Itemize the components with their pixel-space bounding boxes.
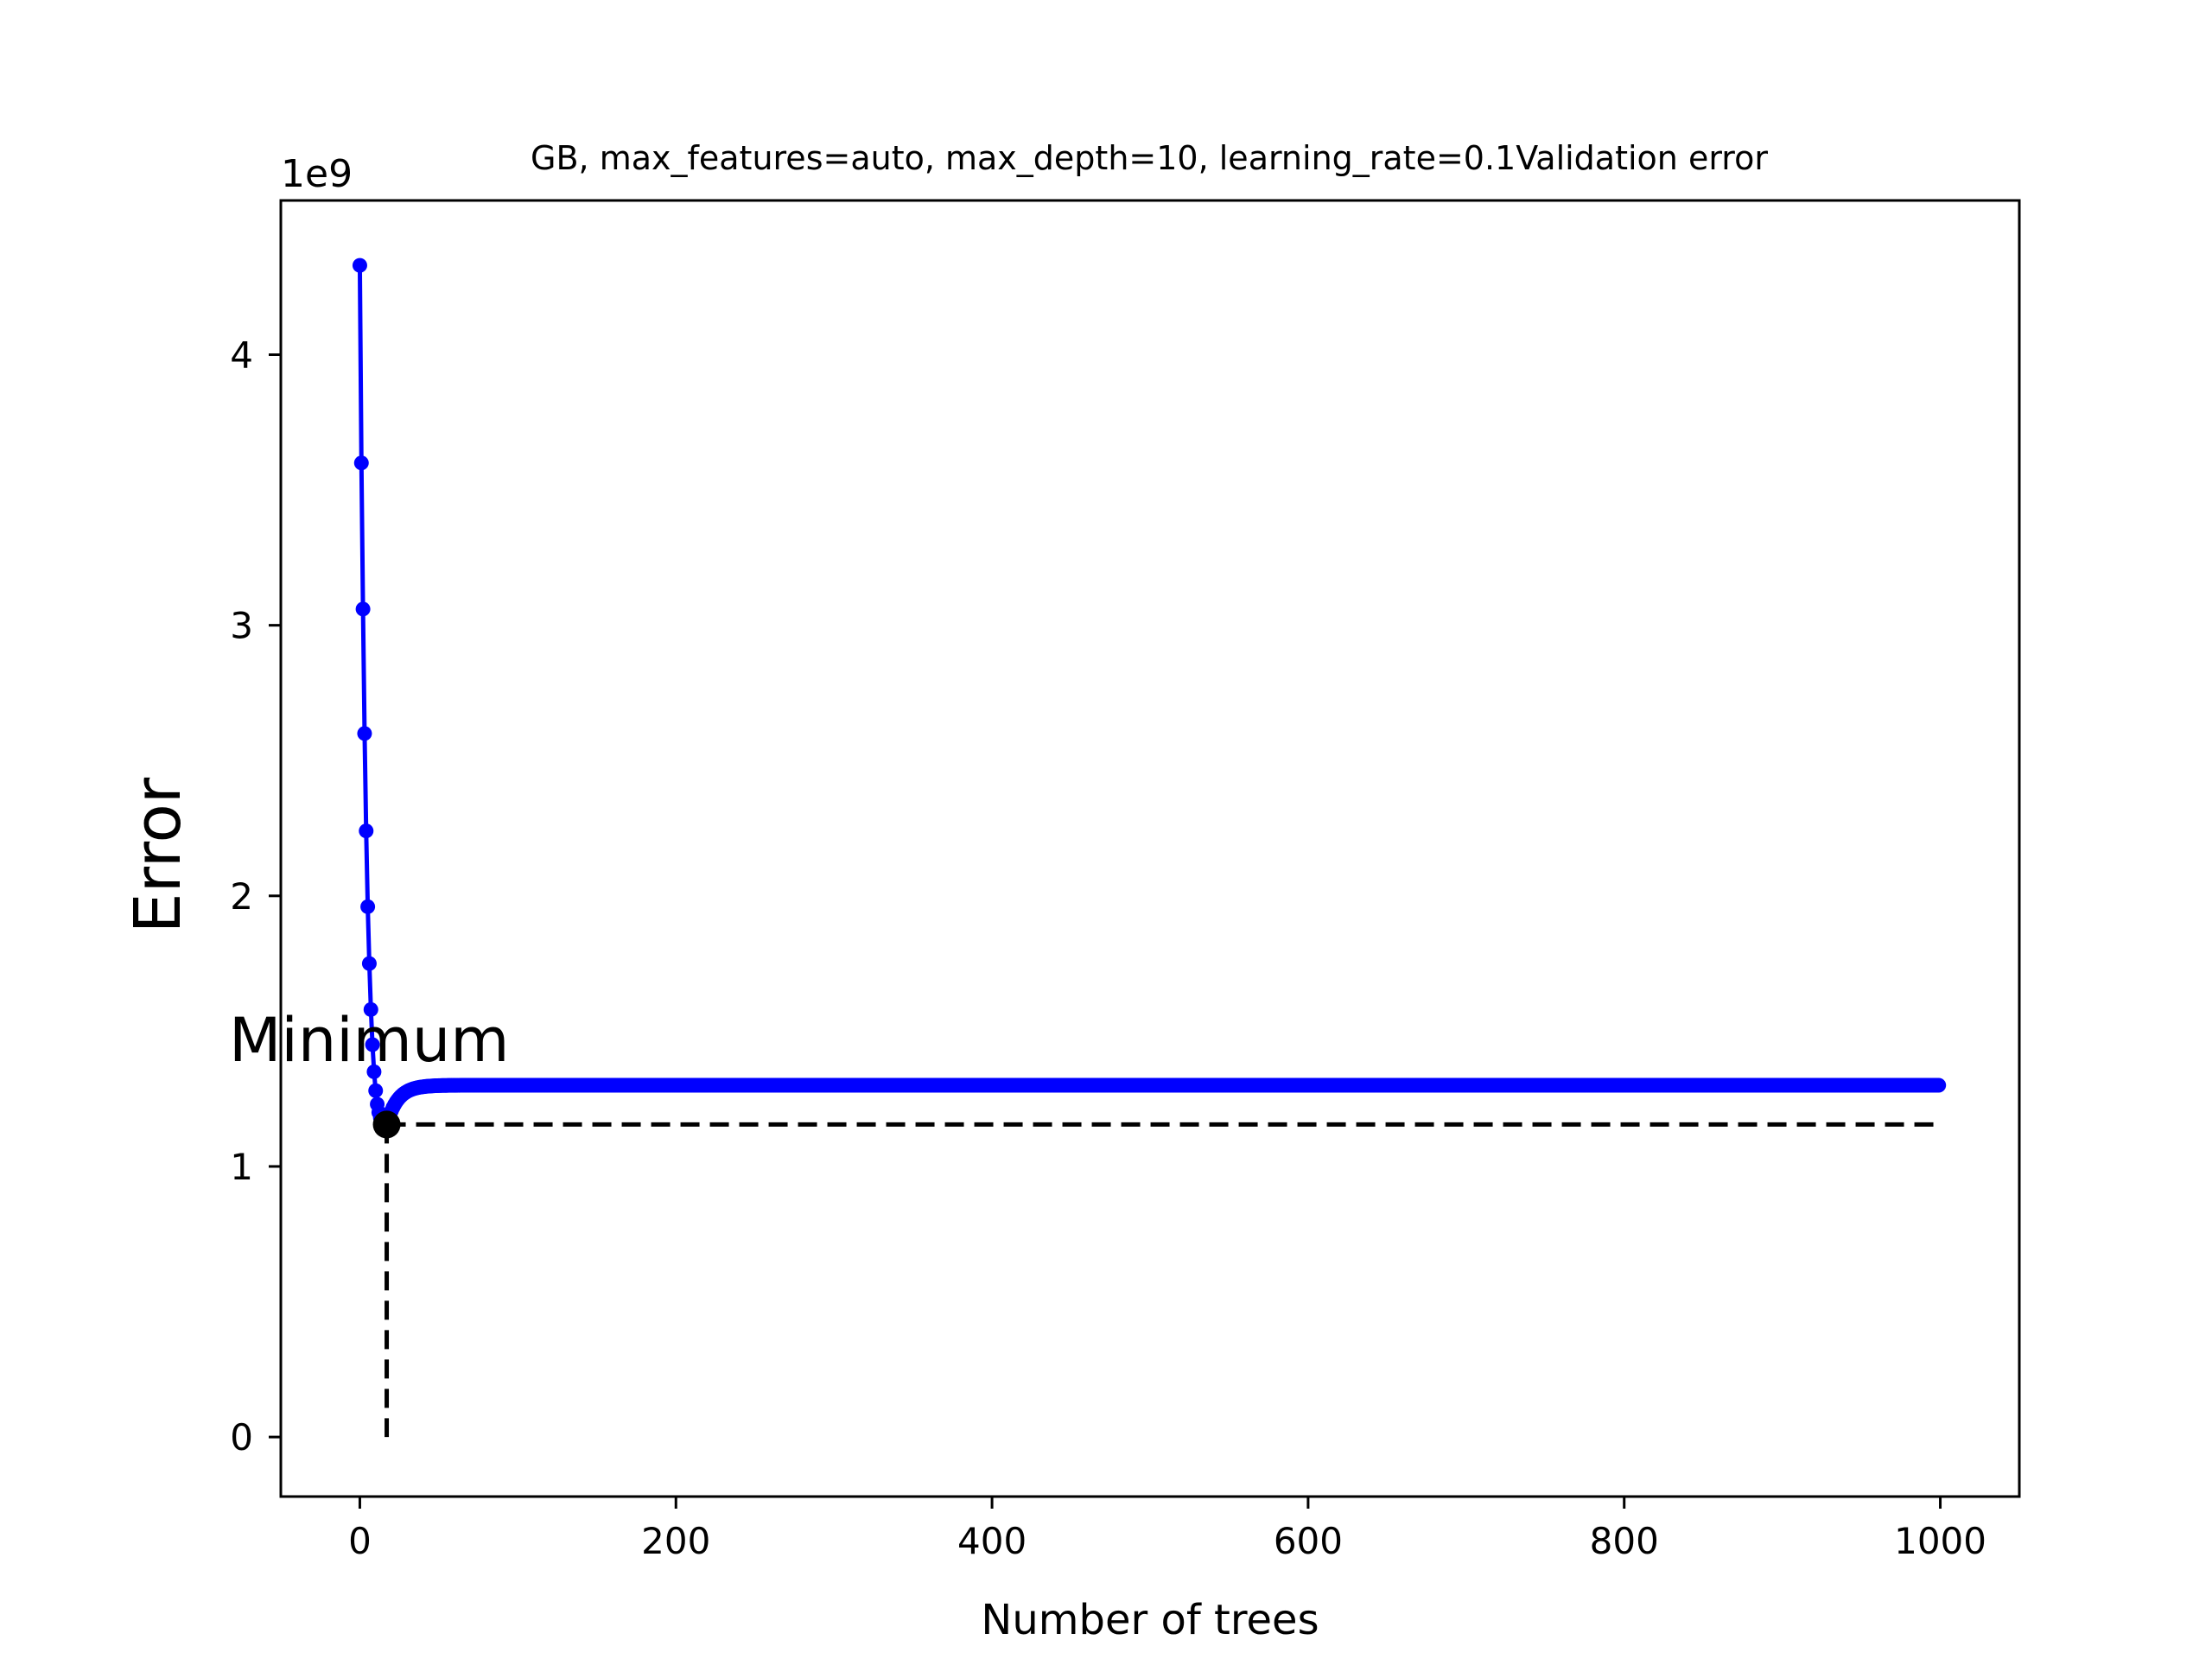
x-axis-label: Number of trees [981, 1596, 1319, 1644]
plot-frame [279, 199, 2021, 1498]
data-point [363, 1001, 378, 1017]
y-tick-label: 0 [230, 1416, 253, 1459]
y-axis-label: Error [121, 777, 195, 933]
x-tick-label: 400 [957, 1520, 1027, 1562]
chart-title: GB, max_features=auto, max_depth=10, lea… [531, 139, 1768, 177]
data-point [366, 1064, 382, 1079]
y-tick-label: 4 [230, 334, 253, 376]
y-tick-label: 3 [230, 605, 253, 647]
plot-background [281, 200, 2019, 1497]
data-point [352, 257, 367, 273]
y-axis: 0 1 2 3 4 [230, 334, 281, 1459]
y-offset-label: 1e9 [281, 152, 353, 196]
data-point [365, 1037, 380, 1052]
data-point [355, 601, 371, 617]
x-tick-label: 1000 [1894, 1520, 1986, 1562]
data-point [359, 823, 374, 839]
minimum-marker [372, 1110, 401, 1139]
x-tick-label: 600 [1274, 1520, 1343, 1562]
x-tick-label: 200 [641, 1520, 710, 1562]
data-point [360, 899, 376, 914]
data-point [1931, 1077, 1947, 1093]
chart-marks [352, 257, 1947, 1132]
y-tick-label: 2 [230, 875, 253, 918]
data-point [368, 1083, 384, 1098]
x-tick-label: 0 [348, 1520, 372, 1562]
x-axis: 0 200 400 600 800 1000 [348, 1497, 1986, 1562]
data-point [353, 455, 369, 471]
data-point [357, 726, 372, 741]
minimum-reference-lines [372, 1110, 1939, 1438]
y-tick-label: 1 [230, 1146, 253, 1188]
minimum-annotation: Minimum [229, 1005, 509, 1076]
x-tick-label: 800 [1590, 1520, 1659, 1562]
data-point [361, 956, 377, 971]
